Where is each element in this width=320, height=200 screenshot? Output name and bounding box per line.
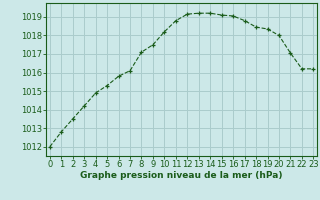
X-axis label: Graphe pression niveau de la mer (hPa): Graphe pression niveau de la mer (hPa): [80, 171, 283, 180]
